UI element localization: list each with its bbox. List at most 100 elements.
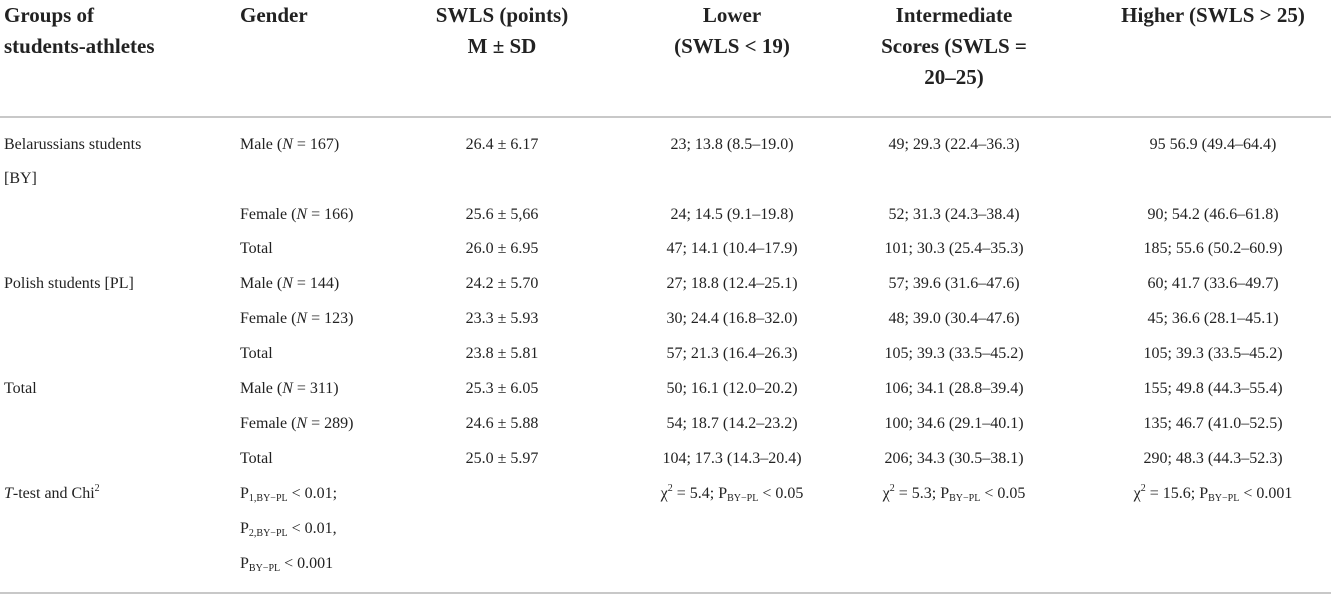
row-higher-value: 185; 55.6 (50.2–60.9) [1083,239,1331,259]
row-swls-value: 25.6 ± 5,66 [372,205,632,225]
test-higher-chi: χ2 = 15.6; PBY−PL < 0.001 [1083,484,1331,504]
row-intermediate-value: 100; 34.6 (29.1–40.1) [824,414,1084,434]
row-intermediate-value: 106; 34.1 (28.8–39.4) [824,379,1084,399]
chi-sub: BY−PL [727,493,759,504]
p-base: P [240,555,249,572]
test-text: -test and Chi [12,485,95,502]
chi-rest: < 0.05 [758,485,804,502]
row-higher-value: 95 56.9 (49.4–64.4) [1083,135,1331,155]
intermediate-text: 57; 39.6 (31.6–47.6) [888,275,1020,292]
gender-n-value: = 167) [292,136,340,153]
header-gender: Gender [240,0,308,31]
group-label-line: Total [4,380,37,397]
higher-text: 95 56.9 (49.4–64.4) [1149,136,1277,153]
gender-n-var: N [282,136,293,153]
swls-text: 24.6 ± 5.88 [465,415,539,432]
header-group-line: Groups of [4,3,95,27]
swls-text: 23.3 ± 5.93 [465,310,539,327]
row-lower-value: 24; 14.5 (9.1–19.8) [602,205,862,225]
lower-text: 47; 14.1 (10.4–17.9) [666,240,798,257]
chi-rest: < 0.001 [1239,485,1293,502]
p-rest: < 0.01, [287,520,337,537]
intermediate-text: 52; 31.3 (24.3–38.4) [888,206,1020,223]
row-lower-value: 54; 18.7 (14.2–23.2) [602,414,862,434]
lower-text: 57; 21.3 (16.4–26.3) [666,345,798,362]
swls-text: 25.6 ± 5,66 [465,206,539,223]
chi-symbol: χ [882,485,890,502]
row-higher-value: 155; 49.8 (44.3–55.4) [1083,379,1331,399]
row-lower-value: 47; 14.1 (10.4–17.9) [602,239,862,259]
header-rule [0,116,1331,118]
header-lower: Lower (SWLS < 19) [602,0,862,62]
row-gender: Male (N = 311) [240,379,339,399]
p-sub: 1,BY−PL [248,493,288,504]
gender-label: Total [240,450,273,467]
gender-label: Total [240,345,273,362]
row-intermediate-value: 101; 30.3 (25.4–35.3) [824,239,1084,259]
row-swls-value: 23.3 ± 5.93 [372,309,632,329]
header-swls-line: M ± SD [467,34,537,58]
row-lower-value: 30; 24.4 (16.8–32.0) [602,309,862,329]
header-intermediate-line: Scores (SWLS = [881,34,1027,58]
swls-text: 25.0 ± 5.97 [465,450,539,467]
p-base: P [240,485,249,502]
header-swls-line: SWLS (points) [435,3,569,27]
group-label-line: Polish students [PL] [4,275,134,292]
row-lower-value: 57; 21.3 (16.4–26.3) [602,344,862,364]
gender-n-var: N [296,206,308,223]
higher-text: 155; 49.8 (44.3–55.4) [1143,380,1283,397]
chi-rest: < 0.05 [980,485,1026,502]
test-p-line: P1,BY−PL < 0.01; [240,484,337,504]
lower-text: 30; 24.4 (16.8–32.0) [666,310,798,327]
header-lower-line: Lower [702,3,762,27]
row-gender: Total [240,344,273,364]
higher-text: 90; 54.2 (46.6–61.8) [1147,206,1279,223]
test-intermediate-chi: χ2 = 5.3; PBY−PL < 0.05 [824,484,1084,504]
test-sup: 2 [94,483,100,494]
test-p-line: PBY−PL < 0.001 [240,554,333,574]
row-gender: Total [240,239,273,259]
gender-n-var: N [282,275,293,292]
chi-sup: 2 [889,483,895,494]
p-rest: < 0.01; [287,485,338,502]
intermediate-text: 49; 29.3 (22.4–36.3) [888,136,1020,153]
row-gender: Female (N = 166) [240,205,353,225]
gender-label: Female ( [240,415,297,432]
p-sub: 2,BY−PL [248,528,288,539]
gender-label: Male ( [240,380,283,397]
test-row-label: T-test and Chi2 [4,484,100,504]
gender-n-value: = 289) [307,415,354,432]
header-intermediate: Intermediate Scores (SWLS = 20–25) [824,0,1084,93]
p-sub: BY−PL [248,563,281,574]
gender-n-var: N [296,415,308,432]
test-italic: T [4,485,13,502]
row-swls-value: 25.3 ± 6.05 [372,379,632,399]
intermediate-text: 106; 34.1 (28.8–39.4) [884,380,1024,397]
swls-text: 26.4 ± 6.17 [465,136,539,153]
header-intermediate-line: Intermediate [895,3,1013,27]
row-lower-value: 23; 13.8 (8.5–19.0) [602,135,862,155]
row-lower-value: 27; 18.8 (12.4–25.1) [602,274,862,294]
row-lower-value: 104; 17.3 (14.3–20.4) [602,449,862,469]
group-label-line: [BY] [4,170,37,187]
row-higher-value: 45; 36.6 (28.1–45.1) [1083,309,1331,329]
lower-text: 27; 18.8 (12.4–25.1) [666,275,798,292]
header-intermediate-line: 20–25) [924,65,984,89]
chi-eq: = 5.4; P [672,485,728,502]
gender-label: Male ( [240,136,283,153]
header-higher: Higher (SWLS > 25) [1083,0,1331,31]
gender-n-value: = 123) [307,310,354,327]
gender-n-var: N [296,310,308,327]
gender-n-value: = 166) [307,206,354,223]
swls-text: 26.0 ± 6.95 [465,240,539,257]
intermediate-text: 206; 34.3 (30.5–38.1) [884,450,1024,467]
row-intermediate-value: 105; 39.3 (33.5–45.2) [824,344,1084,364]
row-lower-value: 50; 16.1 (12.0–20.2) [602,379,862,399]
lower-text: 24; 14.5 (9.1–19.8) [670,206,794,223]
header-lower-line: (SWLS < 19) [674,34,790,58]
row-intermediate-value: 52; 31.3 (24.3–38.4) [824,205,1084,225]
test-p-line: P2,BY−PL < 0.01, [240,519,337,539]
intermediate-text: 48; 39.0 (30.4–47.6) [888,310,1020,327]
intermediate-text: 101; 30.3 (25.4–35.3) [884,240,1024,257]
